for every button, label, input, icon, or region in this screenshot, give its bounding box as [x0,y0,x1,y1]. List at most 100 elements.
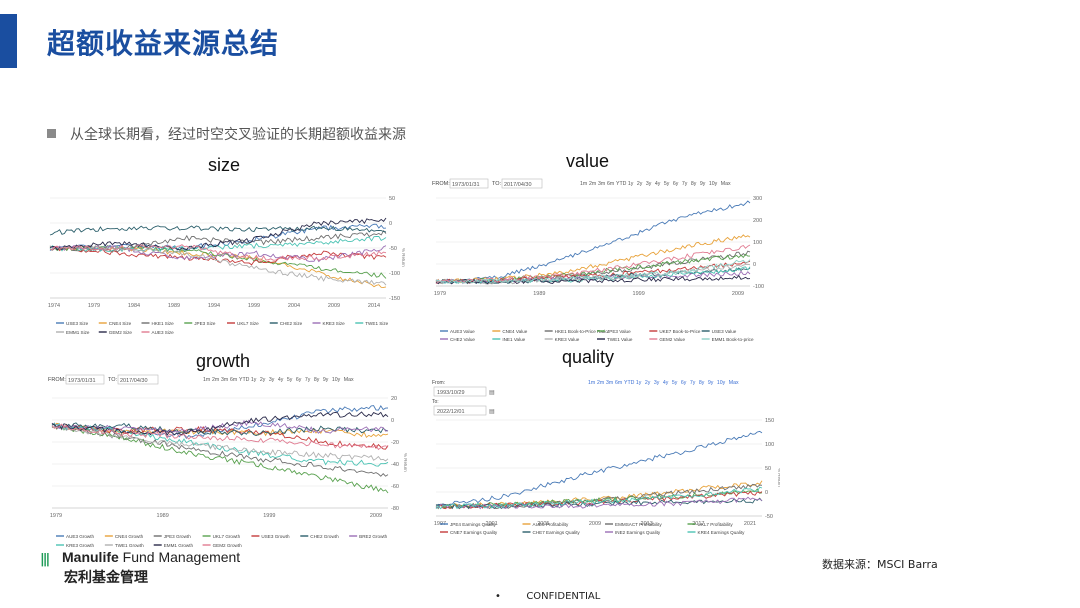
range-button: 2m [212,377,219,383]
range-button: 4y [663,380,669,386]
range-button: 6y [673,181,679,187]
legend-label: KRE3 Size [323,321,346,326]
x-tick-label: 1979 [434,291,446,297]
series-line [51,411,389,436]
range-button: 2y [260,377,266,383]
from-label: FROM: [48,377,66,383]
series-line [435,244,751,285]
range-button: 3y [654,380,660,386]
range-button: 1m [580,181,587,187]
x-tick-label: 1989 [157,513,169,519]
x-tick-label: 2009 [370,513,382,519]
legend-label: USE3 Size [66,321,89,326]
x-tick-label: 1979 [50,513,62,519]
growth-factor-chart: FROM: 1973/01/31 TO: 2017/04/30 1m 2m 3m 6m YTD 1… [48,374,408,548]
from-label: From: [432,380,445,386]
growth-chart-title: growth [196,351,251,371]
to-date-box [501,178,543,189]
range-button: 7y [682,181,688,187]
series-line [435,483,763,510]
series-line [435,488,763,510]
y-tick-label: -40 [391,462,399,468]
x-tick-label: 2014 [368,303,380,309]
legend-label: UKL7 Profitability [698,522,734,527]
calendar-icon: ▤ [489,409,495,415]
x-tick-label: 1989 [533,291,545,297]
range-button: 5y [664,181,670,187]
bullet-point: 从全球长期看，经过时空交叉验证的长期超额收益来源 [47,124,406,144]
range-button: 8y [699,380,705,386]
range-button: Max [721,181,731,187]
range-button: 10y [709,181,718,187]
y-tick-label: 50 [389,196,395,202]
to-label: TO: [492,181,502,187]
from-date: 1973/01/31 [68,378,96,384]
y-tick-label: 0 [753,262,756,268]
y-tick-label: 20 [391,396,397,402]
legend-label: CHE7 Earnings Quality [533,530,581,535]
logo-brand: Manulife [62,549,119,565]
series-line [51,422,389,467]
x-tick-label: 1999 [263,513,275,519]
to-label: To: [432,399,439,405]
legend-label: INE2 Earnings Quality [615,530,661,535]
y-tick-label: -60 [391,484,399,490]
size-factor-chart: 50 0 -50 -100 -150 % Return 1974 1979 1984 1989 19… [48,196,406,335]
from-date-box [433,386,487,397]
from-date-box [449,178,489,189]
y-tick-label: 100 [753,240,762,246]
legend-label: UKE7 Book-to-Price [659,329,701,334]
series-line [49,245,387,286]
bullet-text: 从全球长期看，经过时空交叉验证的长期超额收益来源 [70,127,406,143]
legend-label: TWE1 Size [365,321,388,326]
legend-label: EMM1 Growth [164,543,194,548]
range-button: 2y [645,380,651,386]
from-date: 1973/01/31 [452,182,480,188]
legend-label: CNE7 Earnings Quality [450,530,498,535]
legend-label: TWE1 Value [607,337,633,342]
legend-label: KRE4 Earnings Quality [698,530,746,535]
legend-label: UKL7 Size [237,321,259,326]
legend-label: GEM2 Size [109,330,133,335]
range-button: 1y [251,377,257,383]
series-line [435,486,763,510]
quality-chart-title: quality [562,347,615,367]
y-tick-label: -50 [765,514,773,520]
legend-label: GEM2 Growth [213,543,243,548]
y-tick-label: 300 [753,196,762,202]
series-line [435,200,751,284]
y-tick-label: 0 [389,221,392,227]
series-line [49,225,387,236]
x-tick-label: 2001 [486,521,498,527]
range-button: YTD [616,181,627,187]
title-accent-bar [0,14,17,68]
y-tick-label: 150 [765,418,774,424]
x-tick-label: 2005 [537,521,549,527]
legend-label: USE3 Growth [261,534,290,539]
legend-label: AUE5 Profitability [533,522,569,527]
range-button: 1m [588,380,595,386]
series-line [435,480,763,508]
y-tick-label: -80 [391,506,399,512]
legend-label: JPE3 Value [607,329,631,334]
range-button: 3m [606,380,613,386]
x-tick-label: 1994 [208,303,220,309]
legend-label: EMM1 Size [66,330,90,335]
manulife-mark-icon: ||| [40,552,50,567]
series-line [435,430,763,506]
legend-label: EMM1 Book-to-price [712,337,754,342]
series-line [435,259,751,285]
slide-title: 超额收益来源总结 [47,27,280,60]
y-axis-label: % Return [777,468,780,487]
legend-label: HKE1 Book-to-Price Ratio [555,329,609,334]
y-axis-label: % Return [401,248,406,267]
series-line [51,419,389,434]
range-button: YTD [239,377,250,383]
range-button: Max [344,377,354,383]
series-line [49,217,387,251]
range-button: 3y [646,181,652,187]
legend-label: AUE3 Value [450,329,475,334]
x-tick-label: 2004 [288,303,300,309]
x-tick-label: 1989 [168,303,180,309]
x-tick-label: 2009 [732,291,744,297]
